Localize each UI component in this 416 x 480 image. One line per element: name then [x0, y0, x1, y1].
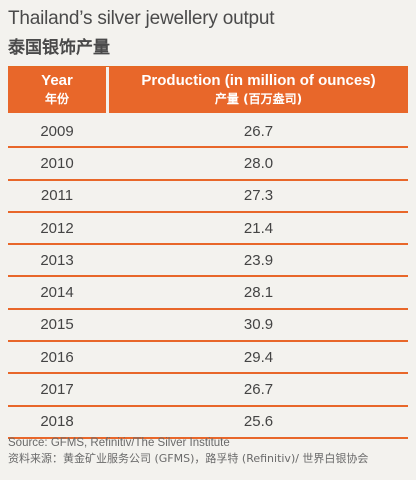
- header-production: Production (in million of ounces) 产量 (百万…: [109, 67, 408, 113]
- source-text: Source: GFMS, Refinitiv/The Silver Insti…: [8, 437, 230, 449]
- production-cell: 30.9: [243, 316, 274, 334]
- header-year-label: Year: [41, 72, 73, 89]
- year-cell: 2010: [40, 154, 74, 172]
- production-cell: 26.7: [243, 381, 274, 399]
- table-row: 2016 29.4: [8, 342, 408, 375]
- table-row: 2017 26.7: [8, 374, 408, 407]
- table-row: 2018 25.6: [8, 407, 408, 439]
- table-row: 2013 23.9: [8, 245, 408, 278]
- year-cell: 2009: [40, 122, 74, 140]
- header-year: Year 年份: [8, 67, 106, 113]
- year-cell: 2013: [40, 251, 74, 269]
- year-cell: 2014: [40, 284, 74, 302]
- table-row: 2012 21.4: [8, 213, 408, 246]
- production-table: Year 年份 Production (in million of ounces…: [8, 66, 408, 439]
- production-cell: 27.3: [243, 187, 274, 205]
- table-row: 2011 27.3: [8, 181, 408, 213]
- table-row: 2015 30.9: [8, 310, 408, 343]
- header-production-label: Production (in million of ounces): [141, 72, 376, 89]
- source-note: Source: GFMS, Refinitiv/The Silver Insti…: [8, 435, 368, 467]
- production-cell: 28.0: [243, 154, 274, 172]
- year-cell: 2017: [40, 381, 74, 399]
- table-row: 2014 28.1: [8, 277, 408, 310]
- year-cell: 2011: [40, 187, 74, 205]
- page-title-chinese: 泰国银饰产量: [8, 38, 110, 58]
- production-cell: 21.4: [243, 219, 274, 237]
- table-body: 2009 26.7 2010 28.0 2011 27.3 2012 21.4 …: [8, 116, 408, 439]
- year-cell: 2018: [40, 413, 74, 431]
- table-header: Year 年份 Production (in million of ounces…: [8, 66, 408, 113]
- source-text-chinese: 资料来源：黄金矿业服务公司 (GFMS)，路孚特 (Refinitiv)/ 世界…: [8, 452, 369, 465]
- page-title: Thailand’s silver jewellery output: [8, 8, 275, 29]
- table-row: 2010 28.0: [8, 148, 408, 181]
- year-cell: 2016: [40, 348, 74, 366]
- year-cell: 2015: [40, 316, 74, 334]
- header-year-label-chinese: 年份: [44, 92, 69, 106]
- production-cell: 28.1: [243, 284, 274, 302]
- production-cell: 23.9: [243, 251, 274, 269]
- table-row: 2009 26.7: [8, 116, 408, 149]
- production-cell: 26.7: [243, 122, 274, 140]
- production-cell: 29.4: [243, 348, 274, 366]
- year-cell: 2012: [40, 219, 74, 237]
- production-cell: 25.6: [243, 413, 274, 431]
- header-production-label-chinese: 产量 (百万盎司): [214, 92, 303, 106]
